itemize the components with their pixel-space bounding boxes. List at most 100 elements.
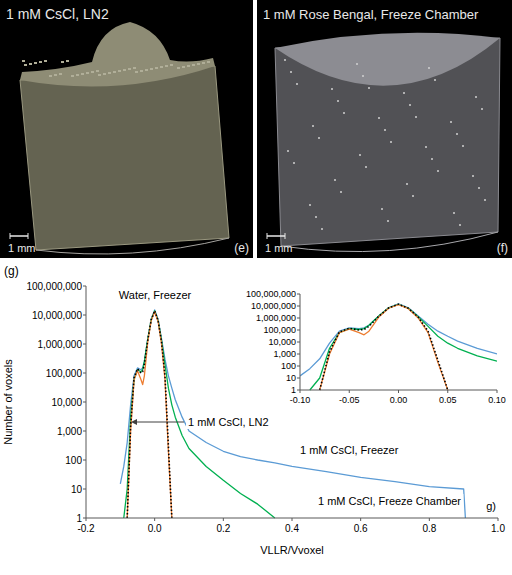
x-tick <box>349 390 350 393</box>
speckle <box>453 212 455 214</box>
speckle <box>481 108 483 110</box>
speckle <box>368 87 370 89</box>
speckle <box>66 60 69 62</box>
speckle <box>49 75 52 77</box>
y-tick <box>297 294 300 295</box>
series-label-group: 1 mM CsCl, Freeze Chamber <box>316 494 463 508</box>
y-axis-title: Number of voxels <box>2 359 14 445</box>
speckle <box>296 83 298 85</box>
scale-bar-end <box>267 233 268 239</box>
series-line <box>127 311 172 518</box>
label-backdrop <box>298 443 401 457</box>
scale-label: 1 mm <box>8 242 36 254</box>
y-tick-label: 10,000 <box>51 397 82 408</box>
inset-background <box>234 289 506 409</box>
speckle <box>128 68 131 70</box>
speckle <box>431 158 433 160</box>
speckle <box>150 68 153 70</box>
x-tick-label: 0.05 <box>439 395 457 405</box>
cylinder-body <box>20 66 229 250</box>
x-axis-title: VLLR/Vvoxel <box>260 544 324 556</box>
speckle <box>113 71 116 73</box>
x-tick <box>498 518 499 521</box>
y-tick-label: 1,000,000 <box>256 313 296 323</box>
series-label-group: 1 mM CsCl, LN2 <box>131 415 271 429</box>
y-tick <box>83 315 86 316</box>
label-backdrop <box>117 288 194 302</box>
speckle <box>59 73 62 75</box>
x-tick <box>497 390 498 393</box>
x-tick <box>360 518 361 521</box>
y-tick-label: 1,000 <box>57 426 82 437</box>
speckle <box>381 208 383 210</box>
image-background <box>0 0 253 258</box>
speckle <box>415 116 417 118</box>
y-tick <box>83 489 86 490</box>
y-tick-label: 100 <box>281 361 296 371</box>
x-tick <box>429 518 430 521</box>
speckle <box>387 220 389 222</box>
y-tick-label: 100,000,000 <box>26 281 82 292</box>
series-label-group: Water, Freezer <box>117 288 194 302</box>
speckle <box>81 73 84 75</box>
speckle <box>437 170 439 172</box>
cylinder-top <box>275 33 500 86</box>
speckle <box>71 75 74 77</box>
y-tick-label: 10 <box>71 484 83 495</box>
y-tick <box>297 330 300 331</box>
panel-letter: (e) <box>234 241 249 255</box>
x-tick-label: 0.00 <box>390 395 408 405</box>
speckle <box>462 145 464 147</box>
y-tick-label: 1 <box>291 385 296 395</box>
speckle <box>406 183 408 185</box>
speckle <box>160 66 163 68</box>
x-tick-label: 1.0 <box>491 523 505 534</box>
panel-letter: (f) <box>497 241 508 255</box>
speckle <box>312 125 314 127</box>
x-tick <box>398 390 399 393</box>
image-panel: 1 mM Rose Bengal, Freeze Chamber1 mm(f) <box>257 0 512 258</box>
y-tick-label: 10,000,000 <box>251 301 296 311</box>
speckle <box>403 92 405 94</box>
speckle <box>197 63 200 65</box>
speckle <box>409 104 411 106</box>
y-tick-label: 1,000 <box>273 349 296 359</box>
speckle <box>98 74 101 76</box>
y-tick-label: 10,000,000 <box>32 310 82 321</box>
speckle <box>177 67 180 69</box>
y-tick <box>297 318 300 319</box>
series-line <box>300 304 497 376</box>
speckle <box>337 100 339 102</box>
speckle <box>359 154 361 156</box>
speckle <box>318 137 320 139</box>
x-tick-label: 0.8 <box>422 523 436 534</box>
speckle <box>61 61 64 63</box>
x-tick <box>292 518 293 521</box>
y-tick <box>83 344 86 345</box>
y-tick-label: 10 <box>286 373 296 383</box>
speckle <box>170 64 173 66</box>
series-line <box>320 304 448 390</box>
speckle <box>334 179 336 181</box>
label-arrow <box>136 422 184 423</box>
x-tick <box>300 390 301 393</box>
y-tick-label: 1,000,000 <box>38 339 83 350</box>
speckle <box>39 61 42 63</box>
speckle <box>434 79 436 81</box>
speckle <box>425 146 427 148</box>
speckle <box>378 117 380 119</box>
speckle <box>24 64 27 66</box>
scale-bar-end <box>285 233 286 239</box>
y-tick <box>83 286 86 287</box>
y-tick <box>83 431 86 432</box>
speckle <box>456 133 458 135</box>
scale-bar-end <box>10 233 11 239</box>
speckle <box>340 191 342 193</box>
x-tick-label: 0.4 <box>285 523 299 534</box>
scale-bar-end <box>28 233 29 239</box>
speckle <box>450 121 452 123</box>
speckle <box>155 67 158 69</box>
speckle <box>140 70 143 72</box>
x-tick <box>447 390 448 393</box>
speckle <box>91 71 94 73</box>
